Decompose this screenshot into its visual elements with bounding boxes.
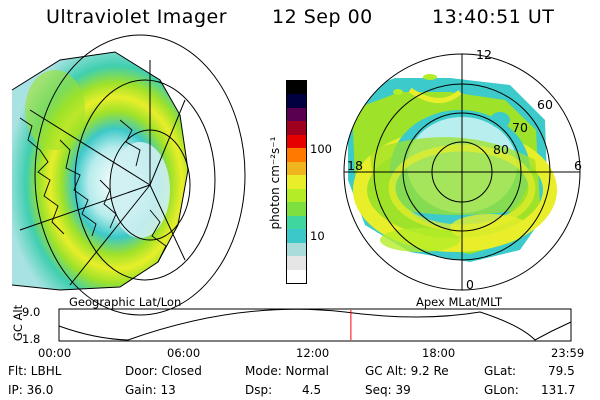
glat-label: GLat: [484, 364, 517, 378]
colorbar-segment [287, 121, 306, 135]
colorbar-segment [287, 80, 306, 95]
glat-value: 79.5 [548, 364, 575, 378]
mlt-label-0: 0 [466, 277, 474, 292]
mlat-label-70: 70 [512, 120, 528, 135]
altitude-xtick-1800: 18:00 [422, 346, 456, 360]
ip-info: IP: 36.0 [8, 383, 54, 397]
mlt-label-18: 18 [347, 158, 363, 173]
mode-info: Mode: Normal [245, 364, 329, 378]
time-label: 13:40:51 UT [432, 6, 555, 28]
door-info: Door: Closed [125, 364, 202, 378]
glon-label: GLon: [484, 383, 519, 397]
altitude-xtick-0600: 06:00 [167, 346, 201, 360]
colorbar-segment [287, 161, 306, 176]
colorbar-segment [287, 175, 306, 189]
flt-info: Flt: LBHL [8, 364, 62, 378]
dsp-value: 4.5 [302, 383, 322, 397]
altitude-ytick-low: 1.8 [22, 332, 41, 346]
left-panel-label: Geographic Lat/Lon [69, 295, 182, 309]
colorbar-tick-10: 10 [310, 229, 325, 243]
mlt-label-6: 6 [574, 158, 582, 173]
dsp-label: Dsp: [245, 383, 273, 397]
colorbar-segment [287, 107, 306, 122]
right-panel-label: Apex MLat/MLT [416, 295, 503, 309]
colorbar-segment [287, 215, 306, 230]
gc-alt-info: GC Alt: 9.2 Re [365, 364, 449, 378]
colorbar-segment [287, 94, 306, 108]
colorbar-segment [287, 229, 306, 243]
colorbar-segment [287, 148, 306, 162]
date-label: 12 Sep 00 [272, 6, 373, 28]
altitude-xtick-0000: 00:00 [38, 346, 72, 360]
colorbar-segment [287, 269, 306, 283]
colorbar-segment [287, 134, 306, 149]
colorbar-segment [287, 242, 306, 257]
seq-info: Seq: 39 [365, 383, 411, 397]
colorbar [286, 80, 307, 284]
colorbar-segment [287, 202, 306, 216]
gain-info: Gain: 13 [125, 383, 176, 397]
altitude-xtick-2359: 23:59 [551, 346, 585, 360]
colorbar-tick-100: 100 [310, 142, 332, 156]
altitude-ytick-high: 9.0 [22, 305, 41, 319]
mlat-label-60: 60 [537, 97, 553, 112]
instrument-title: Ultraviolet Imager [46, 6, 228, 28]
colorbar-segment [287, 188, 306, 203]
altitude-xtick-1200: 12:00 [296, 346, 330, 360]
glon-value: 131.7 [541, 383, 576, 397]
colorbar-segment [287, 256, 306, 270]
mlat-label-80: 80 [493, 142, 509, 157]
mlt-label-12: 12 [476, 47, 492, 62]
